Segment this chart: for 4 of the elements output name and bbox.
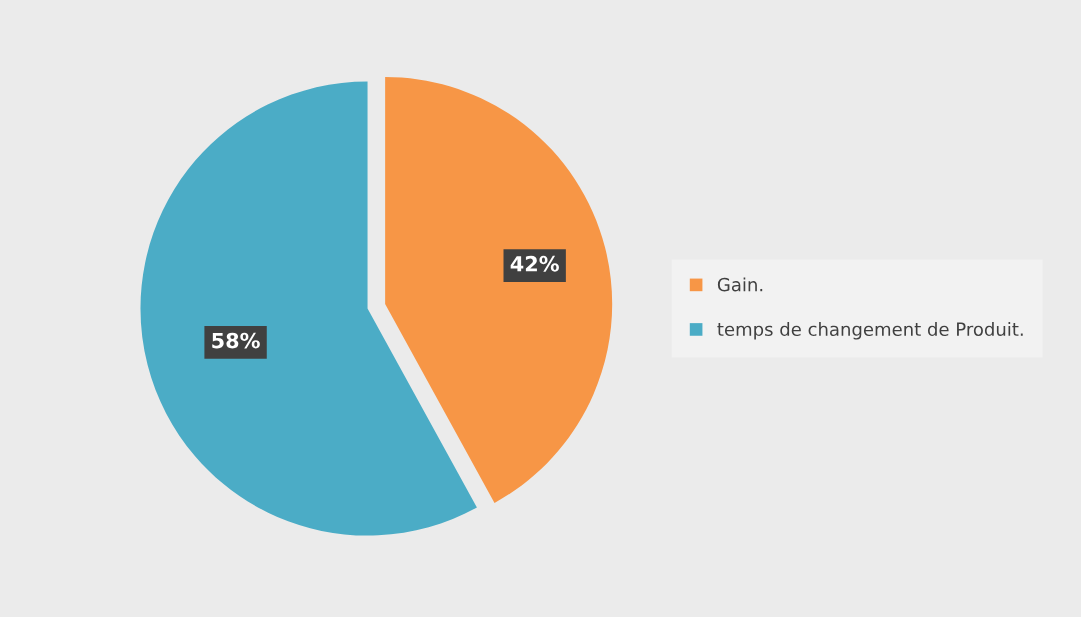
legend-label: Gain. — [717, 277, 763, 292]
data-label: 42% — [510, 255, 559, 272]
data-label: 58% — [212, 332, 260, 349]
legend-label: temps de changement de Produit. — [717, 322, 1023, 340]
